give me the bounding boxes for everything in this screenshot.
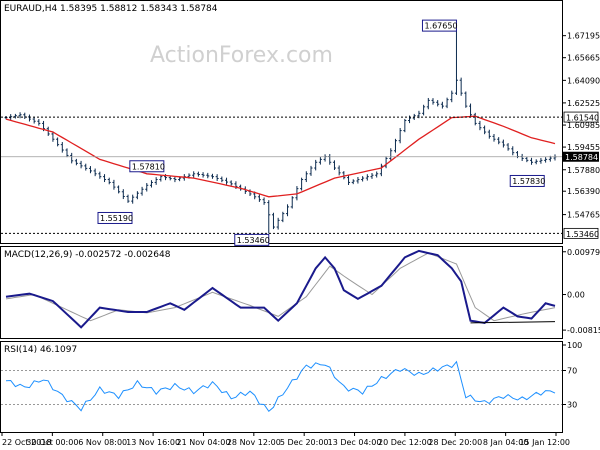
level-lines: 1.61540 1.53460 1.58784 (1, 111, 599, 239)
macd-trendline (470, 321, 556, 324)
macd-label: MACD(12,26,9) -0.002572 -0.002648 (4, 250, 171, 260)
level-tag (563, 227, 599, 239)
rsi-line (5, 360, 556, 413)
x-tick-label: 13 Nov 16:00 (126, 438, 180, 447)
price-y-axis: 1.67195 1.65665 1.64090 1.62525 1.60985 1.594… (562, 32, 600, 220)
x-tick-label: 6 Nov 08:00 (78, 438, 127, 447)
x-tick-label: 13 Dec 04:00 (328, 438, 382, 447)
rsi-tick-label: 30 (567, 401, 577, 410)
y-tick-label: 1.59455 (567, 143, 600, 152)
x-tick-label: 22 Oct 2018 (2, 438, 51, 447)
callout-label: 1.67650 (424, 22, 457, 31)
y-tick-label: 1.56390 (567, 187, 600, 196)
macd-series (5, 249, 556, 329)
y-tick-label: 1.64090 (567, 76, 600, 85)
rsi-tick-label: 70 (567, 367, 577, 376)
level-tag-label: 1.53460 (566, 230, 599, 239)
callout-label: 1.53460 (237, 236, 270, 245)
macd-line (5, 249, 556, 329)
y-tick-label: 1.54765 (567, 211, 600, 220)
callout-label: 1.55190 (100, 214, 133, 223)
y-tick-label: 1.57880 (567, 166, 600, 175)
rsi-label: RSI(14) 46.1097 (4, 345, 77, 355)
callout-box (97, 211, 133, 224)
callout-box (509, 174, 545, 187)
current-price-label: 1.58784 (565, 153, 598, 162)
rsi-panel (0, 341, 563, 433)
macd-tick-label: 0.009797 (567, 248, 600, 257)
y-tick-label: 1.62525 (567, 99, 600, 108)
moving-average-line (5, 115, 556, 198)
rsi-series (1, 360, 562, 413)
moving-average (5, 115, 556, 198)
macd-y-axis: 0.009797 0.00 -0.008152 (562, 248, 600, 335)
rsi-y-axis: 100 70 30 (562, 341, 582, 410)
watermark: ActionForex.com (150, 43, 333, 68)
level-tag-label: 1.61540 (566, 114, 599, 123)
price-title: EURAUD,H4 1.58395 1.58812 1.58343 1.5878… (4, 4, 218, 14)
x-tick-label: 20 Dec 12:00 (378, 438, 432, 447)
x-tick-label: 28 Dec 20:00 (428, 438, 482, 447)
x-tick-label: 15 Jan 12:00 (519, 438, 570, 447)
x-tick-label: 21 Nov 04:00 (176, 438, 230, 447)
macd-tick-label: 0.00 (567, 291, 585, 300)
callout-box (234, 233, 270, 246)
level-tag (563, 111, 599, 123)
callout-box (421, 19, 457, 32)
rsi-tick-label: 100 (567, 341, 582, 350)
macd-tick-label: -0.008152 (567, 326, 600, 335)
x-tick-label: 30 Oct 00:00 (26, 438, 78, 447)
y-tick-label: 1.60985 (567, 121, 600, 130)
callout-box (129, 160, 165, 173)
price-callouts: 1.67650 1.57810 1.55190 1.53460 1.57830 (97, 19, 545, 246)
y-tick-label: 1.65665 (567, 54, 600, 63)
x-tick-label: 28 Nov 12:00 (227, 438, 281, 447)
macd-signal-line (5, 252, 556, 322)
y-tick-label: 1.67195 (567, 32, 600, 41)
x-tick-label: 5 Dec 20:00 (280, 438, 329, 447)
price-panel (0, 0, 563, 244)
callout-label: 1.57810 (132, 162, 165, 171)
current-price-tag (563, 151, 599, 162)
callout-label: 1.57830 (512, 177, 545, 186)
x-tick-label: 8 Jan 04:00 (483, 438, 529, 447)
price-series (4, 29, 557, 234)
